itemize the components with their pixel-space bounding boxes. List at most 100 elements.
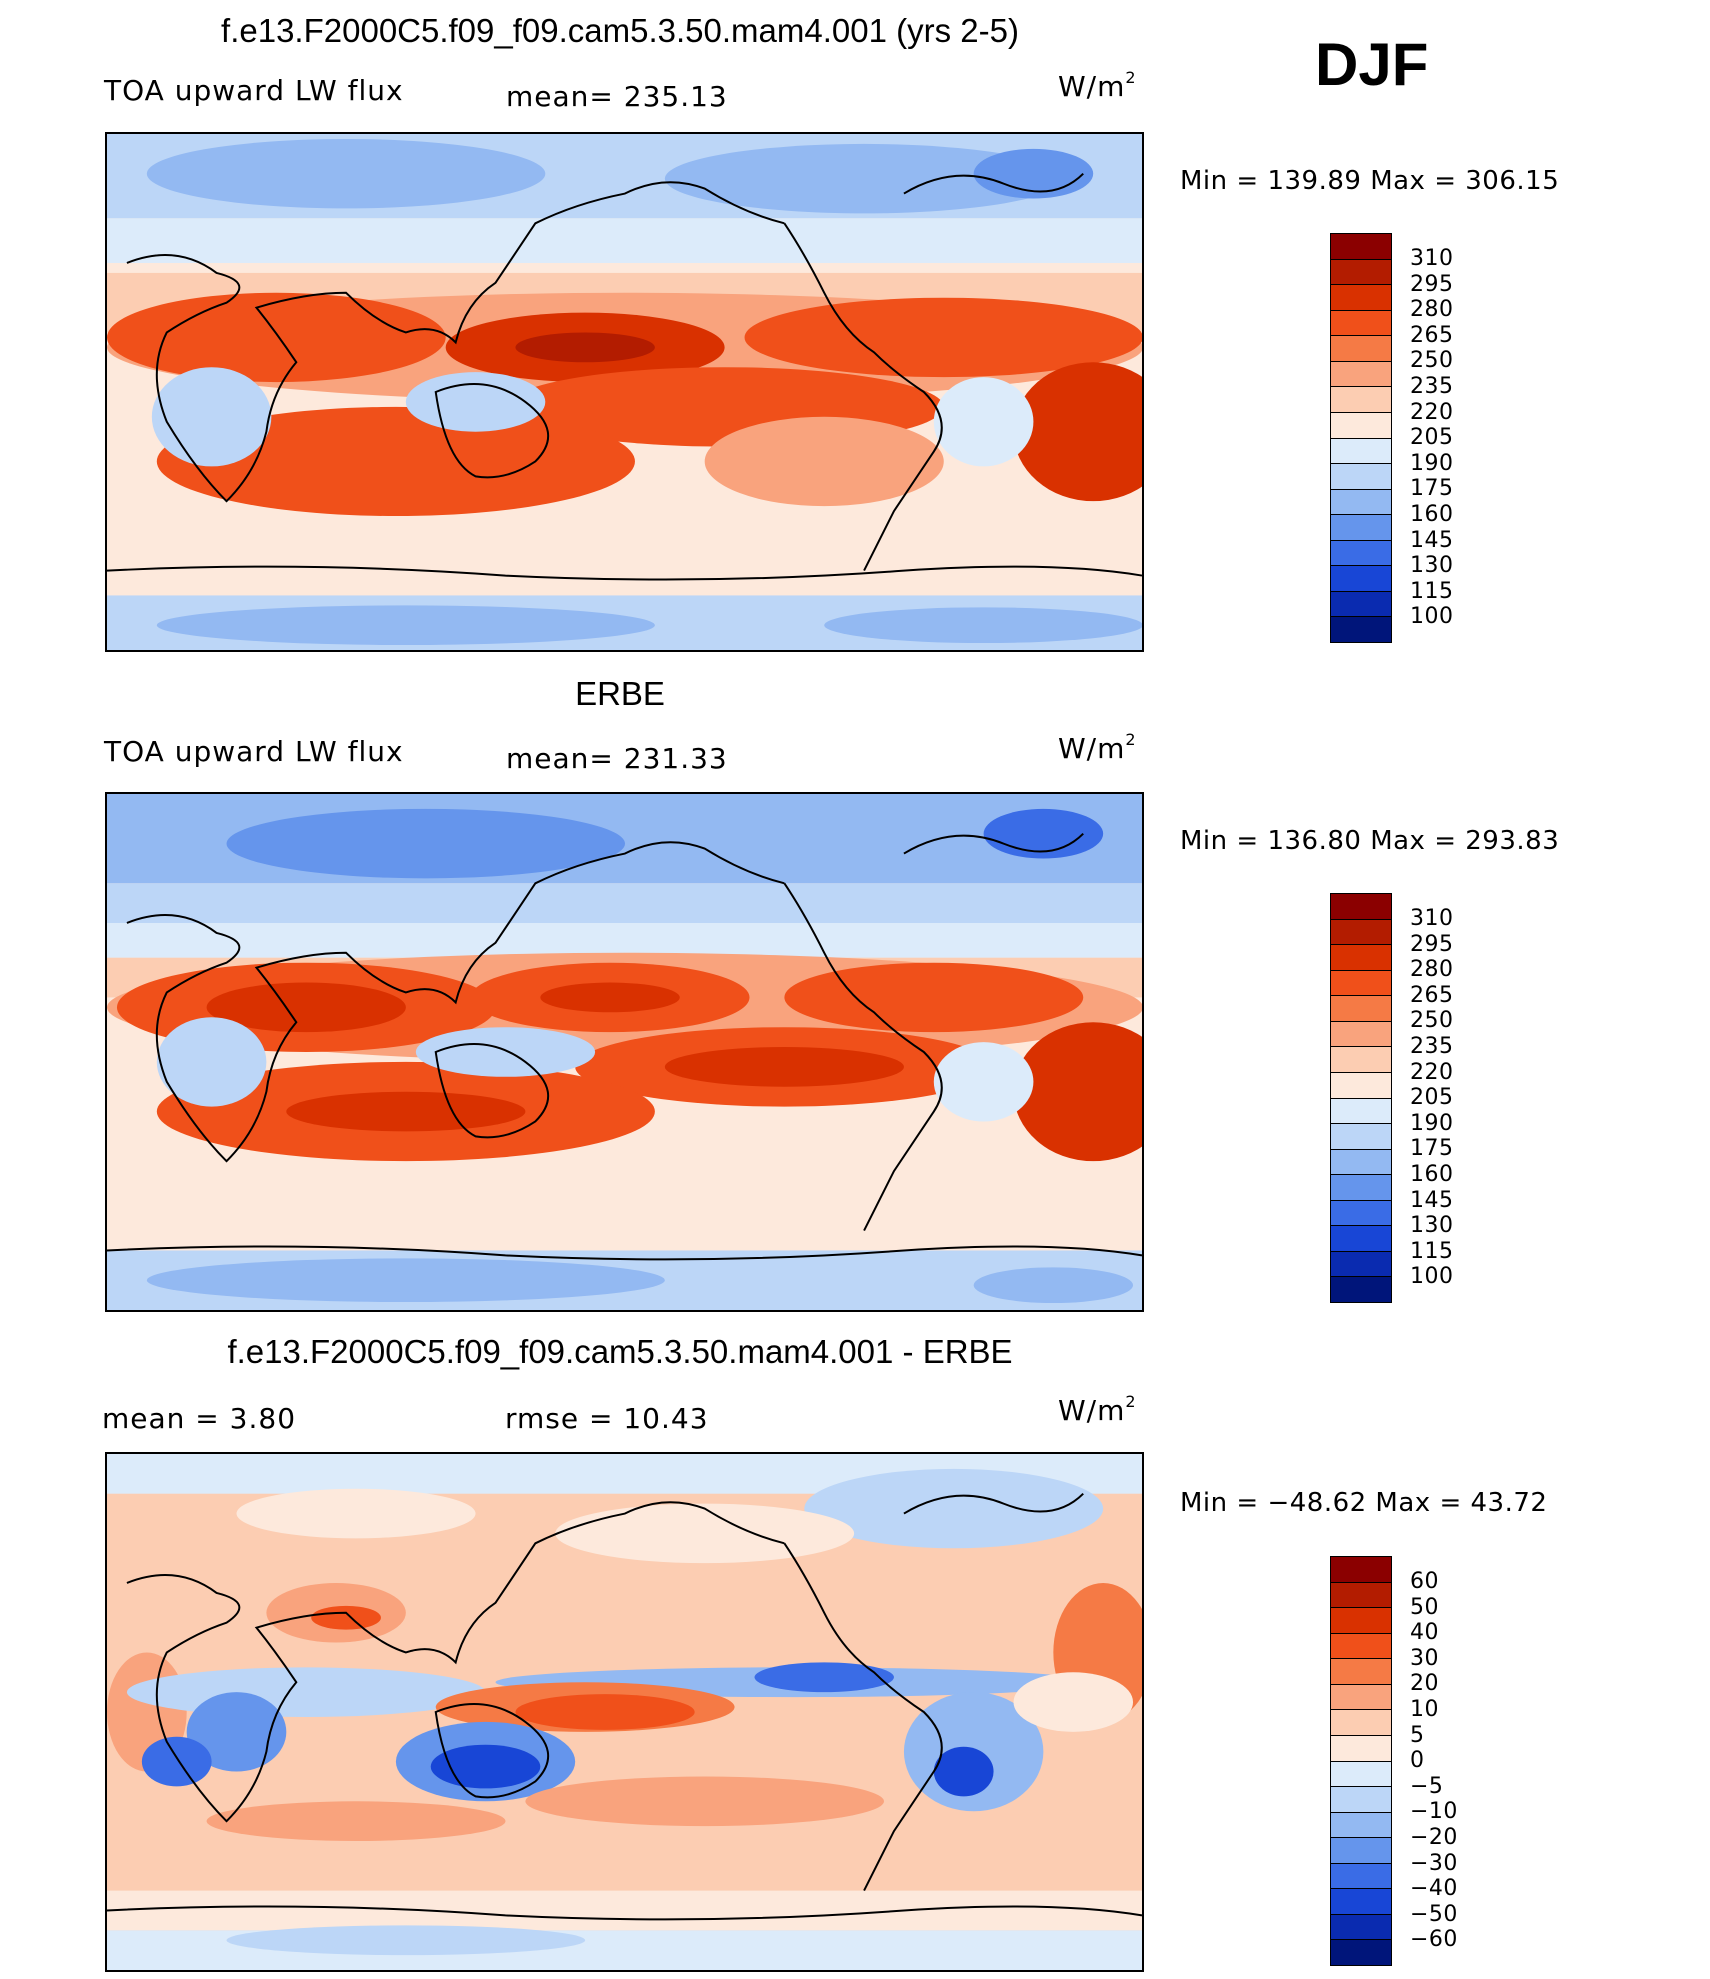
colorbar-tick-label: 100	[1410, 604, 1454, 630]
panel-3-mean-label: mean = 3.80	[102, 1402, 297, 1435]
colorbar-swatch	[1331, 894, 1391, 920]
colorbar-swatch	[1331, 617, 1391, 642]
colorbar-swatch	[1331, 515, 1391, 541]
colorbar-swatch	[1331, 1277, 1391, 1302]
colorbar-tick-label: 160	[1410, 502, 1454, 527]
colorbar-swatch	[1331, 996, 1391, 1022]
colorbar-tick-label: 235	[1410, 374, 1454, 399]
colorbar-swatch	[1331, 1175, 1391, 1201]
colorbar-tick-label: 5	[1410, 1722, 1425, 1748]
colorbar-tick-label: 60	[1410, 1569, 1439, 1594]
panel-2-unit: W/m2	[1058, 730, 1137, 765]
panel-3-colorbar	[1330, 1556, 1392, 1966]
colorbar-tick-label: 115	[1410, 1238, 1454, 1264]
panel-3-minmax: Min = −48.62 Max = 43.72	[1180, 1488, 1548, 1518]
panel-3-map	[105, 1452, 1144, 1972]
colorbar-tick-label: −50	[1410, 1901, 1458, 1927]
panel-2-map	[105, 792, 1144, 1312]
colorbar-swatch	[1331, 336, 1391, 362]
panel-1-mean-label: mean= 235.13	[506, 80, 728, 113]
colorbar-tick-label: 295	[1410, 271, 1454, 297]
colorbar-tick-label: 220	[1410, 1059, 1454, 1085]
colorbar-tick-label: 175	[1410, 476, 1454, 502]
colorbar-tick-label: −10	[1410, 1799, 1458, 1825]
colorbar-swatch	[1331, 1787, 1391, 1813]
colorbar-swatch	[1331, 970, 1391, 997]
colorbar-swatch	[1331, 1812, 1391, 1839]
colorbar-swatch	[1331, 1021, 1391, 1048]
panel-1-minmax: Min = 139.89 Max = 306.15	[1180, 166, 1560, 196]
colorbar-tick-label: 20	[1410, 1671, 1439, 1697]
colorbar-swatch	[1331, 1557, 1391, 1583]
panel-2-title: ERBE	[575, 675, 665, 712]
panel-2-minmax: Min = 136.80 Max = 293.83	[1180, 826, 1560, 856]
panel-2-colorbar	[1330, 893, 1392, 1303]
colorbar-swatch	[1331, 361, 1391, 388]
colorbar-tick-label: 175	[1410, 1136, 1454, 1162]
colorbar-swatch	[1331, 945, 1391, 971]
colorbar-tick-label: 220	[1410, 399, 1454, 425]
panel-3-title: f.e13.F2000C5.f09_f09.cam5.3.50.mam4.001…	[227, 1333, 1013, 1370]
colorbar-swatch	[1331, 1124, 1391, 1150]
colorbar-tick-label: 265	[1410, 982, 1454, 1008]
colorbar-swatch	[1331, 1098, 1391, 1125]
colorbar-swatch	[1331, 591, 1391, 618]
colorbar-tick-label: 40	[1410, 1620, 1439, 1646]
colorbar-tick-label: 310	[1410, 246, 1454, 271]
colorbar-tick-label: 130	[1410, 1213, 1454, 1239]
panel-2-variable-label: TOA upward LW flux	[104, 735, 404, 768]
colorbar-tick-label: 250	[1410, 348, 1454, 374]
colorbar-tick-label: 0	[1410, 1748, 1425, 1774]
colorbar-tick-label: 50	[1410, 1594, 1439, 1620]
colorbar-swatch	[1331, 1761, 1391, 1788]
colorbar-tick-label: 250	[1410, 1008, 1454, 1034]
colorbar-swatch	[1331, 1863, 1391, 1890]
colorbar-swatch	[1331, 1659, 1391, 1685]
colorbar-swatch	[1331, 310, 1391, 337]
colorbar-swatch	[1331, 1914, 1391, 1941]
colorbar-swatch	[1331, 540, 1391, 567]
colorbar-tick-label: 115	[1410, 578, 1454, 604]
colorbar-swatch	[1331, 1047, 1391, 1073]
colorbar-swatch	[1331, 285, 1391, 311]
colorbar-tick-label: 190	[1410, 450, 1454, 476]
colorbar-swatch	[1331, 919, 1391, 946]
colorbar-swatch	[1331, 1608, 1391, 1634]
colorbar-swatch	[1331, 1684, 1391, 1711]
colorbar-swatch	[1331, 1710, 1391, 1736]
colorbar-tick-label: 280	[1410, 297, 1454, 323]
season-label: DJF	[1315, 31, 1429, 98]
colorbar-swatch	[1331, 1940, 1391, 1965]
colorbar-tick-label: −20	[1410, 1825, 1458, 1850]
colorbar-swatch	[1331, 1889, 1391, 1915]
colorbar-tick-label: 10	[1410, 1697, 1439, 1722]
colorbar-swatch	[1331, 259, 1391, 286]
colorbar-swatch	[1331, 1226, 1391, 1252]
colorbar-swatch	[1331, 1582, 1391, 1609]
colorbar-swatch	[1331, 412, 1391, 439]
colorbar-swatch	[1331, 1200, 1391, 1227]
colorbar-swatch	[1331, 566, 1391, 592]
colorbar-tick-label: 145	[1410, 527, 1454, 553]
colorbar-tick-label: −60	[1410, 1927, 1458, 1953]
colorbar-tick-label: −30	[1410, 1850, 1458, 1876]
colorbar-tick-label: 100	[1410, 1264, 1454, 1290]
colorbar-tick-label: −40	[1410, 1876, 1458, 1902]
colorbar-tick-label: 30	[1410, 1645, 1439, 1671]
colorbar-swatch	[1331, 1838, 1391, 1864]
colorbar-swatch	[1331, 234, 1391, 260]
colorbar-tick-label: 235	[1410, 1034, 1454, 1059]
colorbar-swatch	[1331, 1149, 1391, 1176]
panel-1-unit: W/m2	[1058, 68, 1137, 103]
colorbar-tick-label: 160	[1410, 1162, 1454, 1187]
colorbar-tick-label: 295	[1410, 931, 1454, 957]
colorbar-tick-label: 130	[1410, 553, 1454, 579]
panel-2-mean-label: mean= 231.33	[506, 742, 728, 775]
panel-1-variable-label: TOA upward LW flux	[104, 74, 404, 107]
colorbar-swatch	[1331, 489, 1391, 516]
panel-1-map	[105, 132, 1144, 652]
panel-1-title: f.e13.F2000C5.f09_f09.cam5.3.50.mam4.001…	[221, 12, 1019, 49]
colorbar-swatch	[1331, 1735, 1391, 1762]
colorbar-swatch	[1331, 464, 1391, 490]
colorbar-tick-label: 205	[1410, 425, 1454, 451]
